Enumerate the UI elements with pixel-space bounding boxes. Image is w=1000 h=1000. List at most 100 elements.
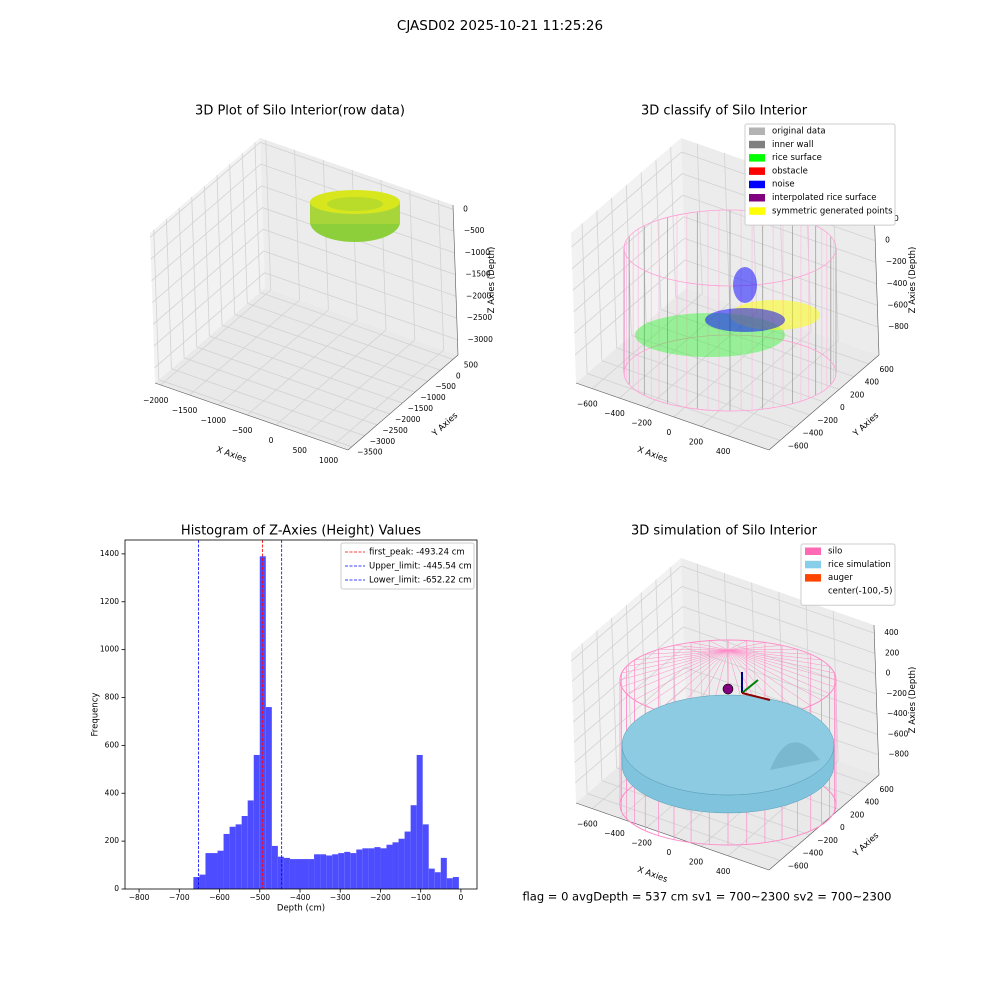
z-tick-label: −500 (464, 226, 485, 235)
bar (374, 847, 381, 889)
grid-line (264, 272, 458, 341)
grid-line (684, 259, 879, 328)
y-tick-label: −500 (435, 382, 456, 391)
grid-line (229, 164, 236, 315)
grid-line (153, 250, 265, 347)
axis-line (575, 802, 770, 871)
grid-line (150, 163, 262, 260)
bar (446, 878, 453, 889)
y-tick-label: 500 (464, 360, 479, 369)
grid-line (724, 153, 730, 304)
bar (398, 838, 405, 889)
axis-line (768, 354, 880, 451)
bar (350, 853, 357, 889)
bar (422, 824, 429, 889)
legend-label: interpolated rice surface (772, 193, 877, 203)
z-tick-label: −200 (886, 689, 907, 698)
bar (314, 854, 321, 889)
bar (205, 853, 212, 889)
silo-roof (727, 649, 811, 706)
silo-roof (727, 645, 783, 651)
x-tick-label: −500 (249, 893, 270, 902)
grid-line (682, 194, 877, 263)
auger-center (722, 683, 734, 695)
x-tick-label: −800 (129, 893, 150, 902)
grid-line (586, 793, 781, 861)
grid-line (573, 626, 684, 723)
pane-floor (576, 288, 879, 450)
grid-line (294, 149, 300, 301)
x-tick-label: −1500 (172, 406, 198, 415)
grid-line (409, 189, 416, 341)
bar (338, 853, 345, 889)
legend-swatch (749, 127, 765, 135)
bar (356, 849, 363, 889)
bar (302, 859, 309, 889)
silo-roof (673, 645, 729, 651)
bar (344, 851, 351, 889)
z-tick-label: 0 (463, 204, 468, 213)
grid-line (183, 357, 378, 426)
grid-line (571, 586, 683, 682)
legend-box (340, 542, 475, 590)
y-tick-label: 1400 (100, 549, 119, 558)
legend-label: Lower_limit: -652.22 cm (369, 576, 471, 586)
grid-line (673, 321, 785, 418)
legend-label: Upper_limit: -445.54 cm (369, 562, 472, 572)
legend-label: rice simulation (828, 560, 891, 570)
y-tick-label: −400 (803, 849, 824, 858)
grid-line (260, 141, 454, 210)
bar (368, 848, 375, 889)
rice-hump (770, 742, 820, 770)
silo-roof (727, 649, 822, 701)
bar (235, 824, 242, 889)
x-tick-label: 500 (293, 446, 308, 455)
axis-line (575, 382, 770, 451)
grid-line (265, 139, 272, 291)
panel-title: 3D simulation of Silo Interior (631, 524, 818, 539)
bar (434, 872, 441, 889)
bar (277, 856, 284, 889)
z-tick-label: −2500 (467, 313, 493, 322)
grid-line (196, 346, 390, 415)
grid-line (189, 299, 300, 396)
grid-line (683, 216, 877, 285)
silo-roof (727, 642, 765, 651)
bar (253, 754, 260, 889)
grid-line (218, 309, 329, 406)
silo-roof (634, 649, 729, 701)
grid-line (263, 250, 457, 319)
grid-line (275, 329, 387, 426)
silo-roof (727, 649, 830, 694)
grid-line (153, 229, 160, 380)
grid-line (234, 313, 428, 382)
grid-line (571, 151, 682, 248)
axis-line (768, 774, 880, 871)
grid-line (581, 223, 588, 374)
bar (416, 754, 423, 889)
x-tick-label: −200 (631, 419, 652, 428)
x-tick-label: 1000 (319, 456, 338, 465)
legend-swatch (805, 574, 821, 582)
z-tick-label: −2000 (466, 291, 492, 300)
surface-blue (705, 308, 785, 332)
silo-roof (727, 640, 747, 651)
grid-line (191, 196, 198, 347)
y-tick-label: −1000 (420, 393, 446, 402)
grid-line (438, 199, 444, 351)
panel-title: Histogram of Z-Axies (Height) Values (181, 524, 421, 539)
grid-line (696, 143, 703, 294)
y-tick-label: 800 (105, 693, 120, 702)
grid-line (681, 565, 875, 634)
grid-line (596, 630, 603, 781)
z-tick-label: −600 (888, 729, 909, 738)
grid-line (259, 291, 454, 360)
axis-line (452, 204, 459, 356)
legend-swatch (749, 207, 765, 215)
grid-line (572, 606, 683, 702)
bar (452, 877, 459, 889)
grid-line (573, 646, 685, 743)
bar (283, 857, 290, 889)
x-tick-label: 0 (666, 428, 671, 437)
cloud-hole (327, 197, 383, 211)
